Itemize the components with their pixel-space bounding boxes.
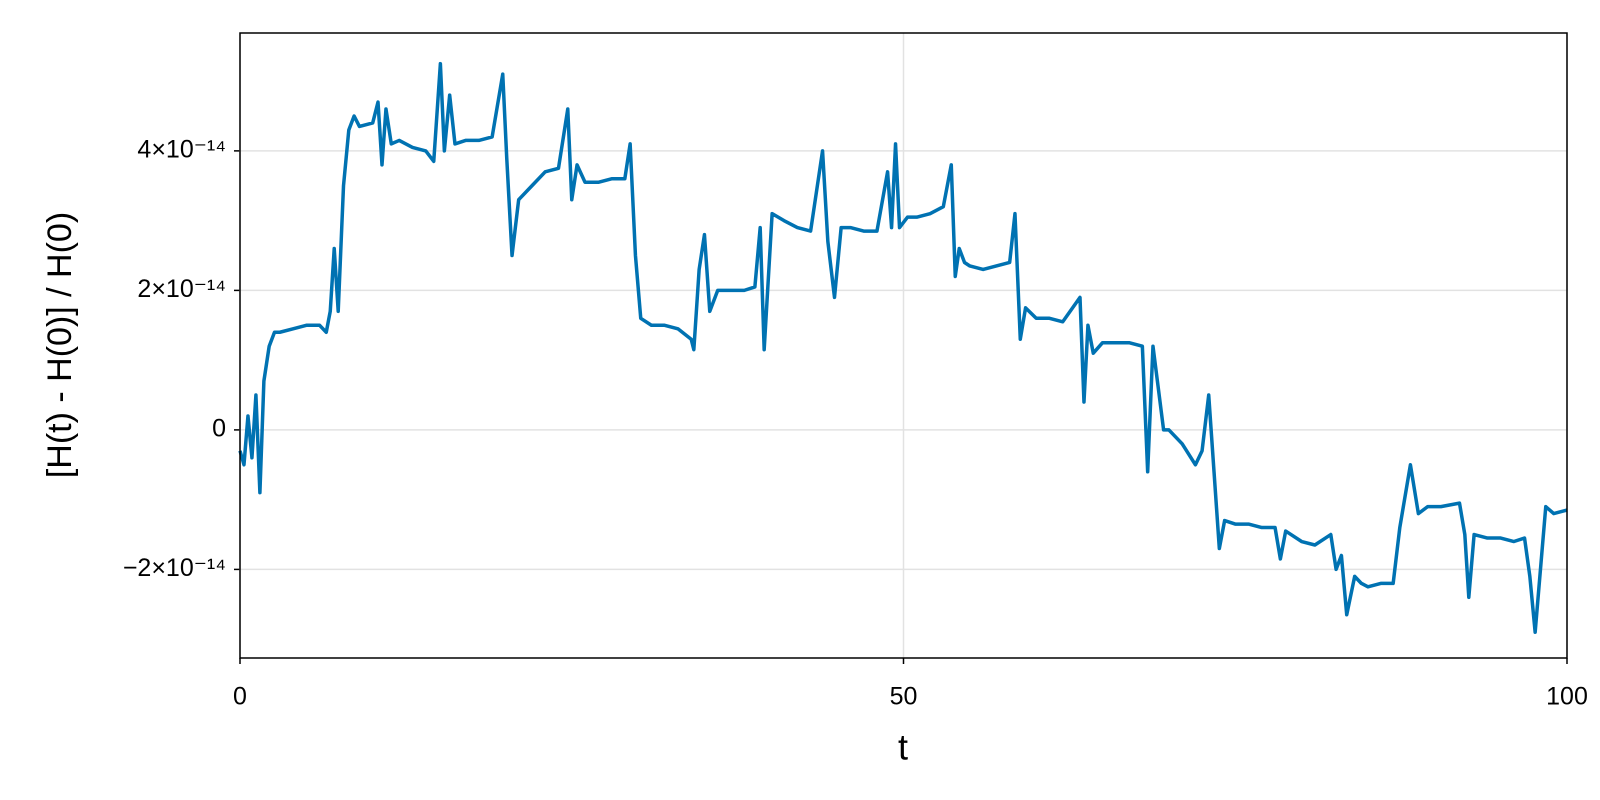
y-tick-label: 4×10⁻¹⁴ (137, 135, 226, 163)
plot-frame (239, 32, 1568, 659)
x-tick-label: 50 (890, 683, 918, 711)
y-tick-label: 2×10⁻¹⁴ (137, 275, 226, 303)
y-tick-label: −2×10⁻¹⁴ (123, 554, 226, 582)
y-tick-label: 0 (212, 415, 226, 443)
x-axis-label: t (898, 727, 908, 768)
data-line (238, 61, 1568, 634)
x-tick-label: 100 (1546, 683, 1588, 711)
y-axis-label: [H(t) - H(0)] / H(0) (41, 212, 79, 478)
x-tick-label: 0 (233, 683, 247, 711)
